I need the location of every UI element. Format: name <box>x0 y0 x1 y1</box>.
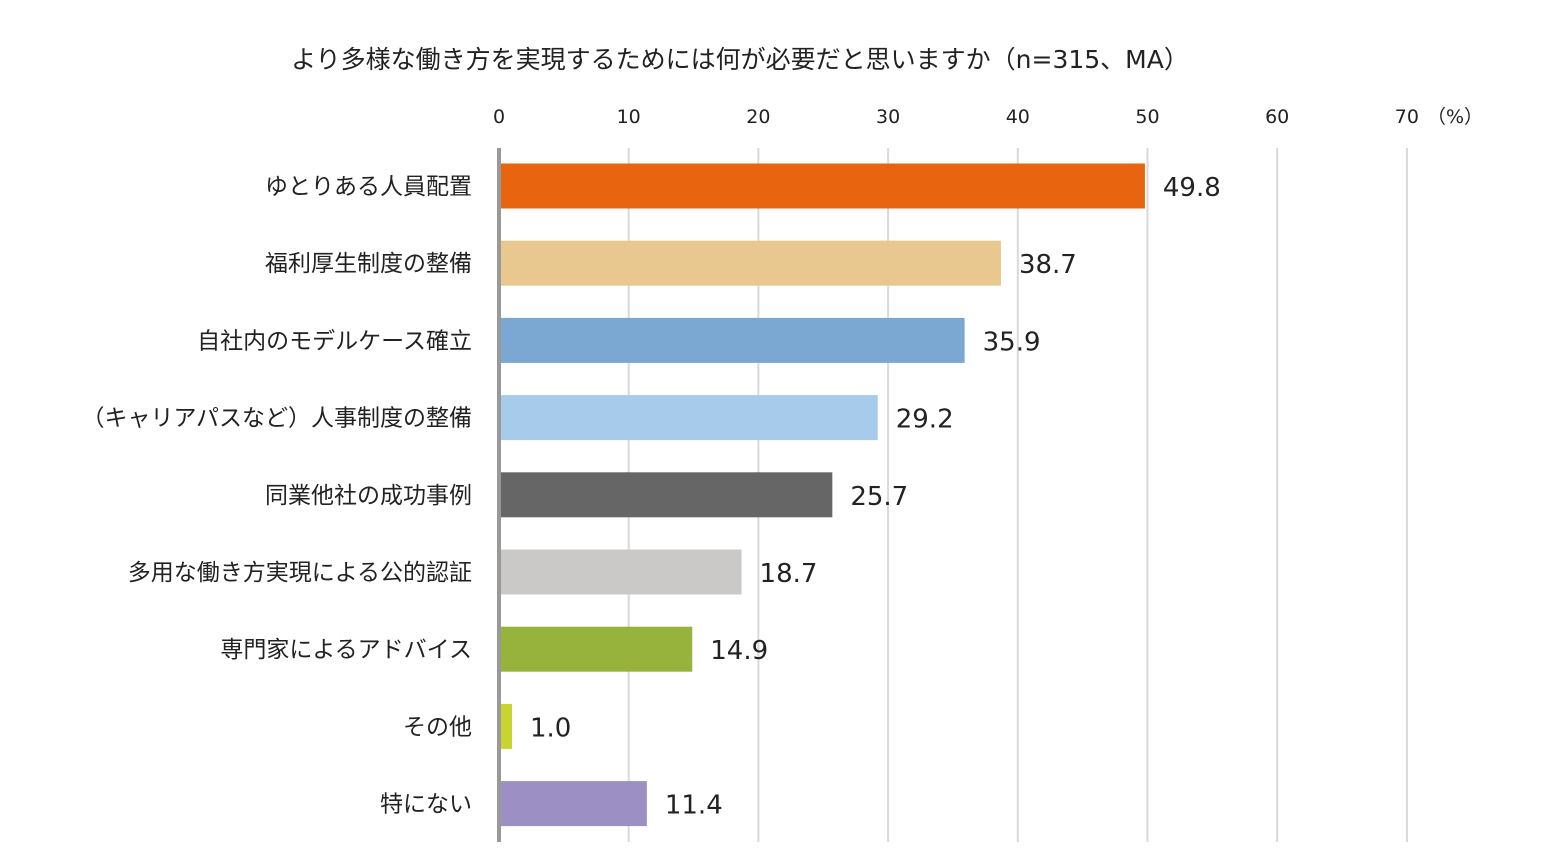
category-label: 多用な働き方実現による公的認証 <box>128 560 472 586</box>
chart-title: より多様な働き方を実現するためには何が必要だと思いますか（n=315、MA） <box>291 45 1189 74</box>
bar <box>501 163 1145 209</box>
unit-label: （%） <box>1427 106 1483 128</box>
bar <box>501 549 742 595</box>
category-label: その他 <box>403 714 472 740</box>
data-label: 1.0 <box>530 713 571 743</box>
x-tick-label: 30 <box>876 106 900 128</box>
data-label: 25.7 <box>850 482 908 512</box>
category-label: 専門家によるアドバイス <box>220 637 472 663</box>
x-tick-label: 40 <box>1006 106 1030 128</box>
bar <box>501 395 878 441</box>
x-tick-label: 10 <box>617 106 641 128</box>
category-label: ゆとりある人員配置 <box>265 174 472 200</box>
data-label: 29.2 <box>896 405 954 435</box>
category-label: 福利厚生制度の整備 <box>265 251 472 277</box>
x-tick-label: 70 <box>1395 106 1419 128</box>
value-labels: 49.8 38.7 35.9 29.2 25.7 18.7 14.9 1.0 11.4 <box>530 173 1221 821</box>
category-label: 特にない <box>380 792 472 818</box>
bars <box>501 163 1145 827</box>
data-label: 11.4 <box>665 791 723 821</box>
category-label: 同業他社の成功事例 <box>265 483 472 509</box>
bar <box>501 703 512 749</box>
bar <box>501 240 1001 286</box>
x-tick-label: 60 <box>1265 106 1289 128</box>
x-tick-label: 0 <box>493 106 505 128</box>
data-label: 38.7 <box>1019 250 1077 280</box>
data-label: 49.8 <box>1163 173 1221 203</box>
x-tick-label: 50 <box>1135 106 1159 128</box>
category-label: （キャリアパスなど）人事制度の整備 <box>81 406 472 432</box>
bar <box>501 317 965 363</box>
bar <box>501 781 647 827</box>
bar <box>501 626 693 672</box>
category-label: 自社内のモデルケース確立 <box>197 328 472 354</box>
bar <box>501 472 833 518</box>
data-label: 18.7 <box>760 559 818 589</box>
x-axis-ticks: 0 10 20 30 40 50 60 70 <box>493 106 1419 128</box>
data-label: 14.9 <box>710 636 768 666</box>
data-label: 35.9 <box>983 327 1041 357</box>
x-tick-label: 20 <box>746 106 770 128</box>
